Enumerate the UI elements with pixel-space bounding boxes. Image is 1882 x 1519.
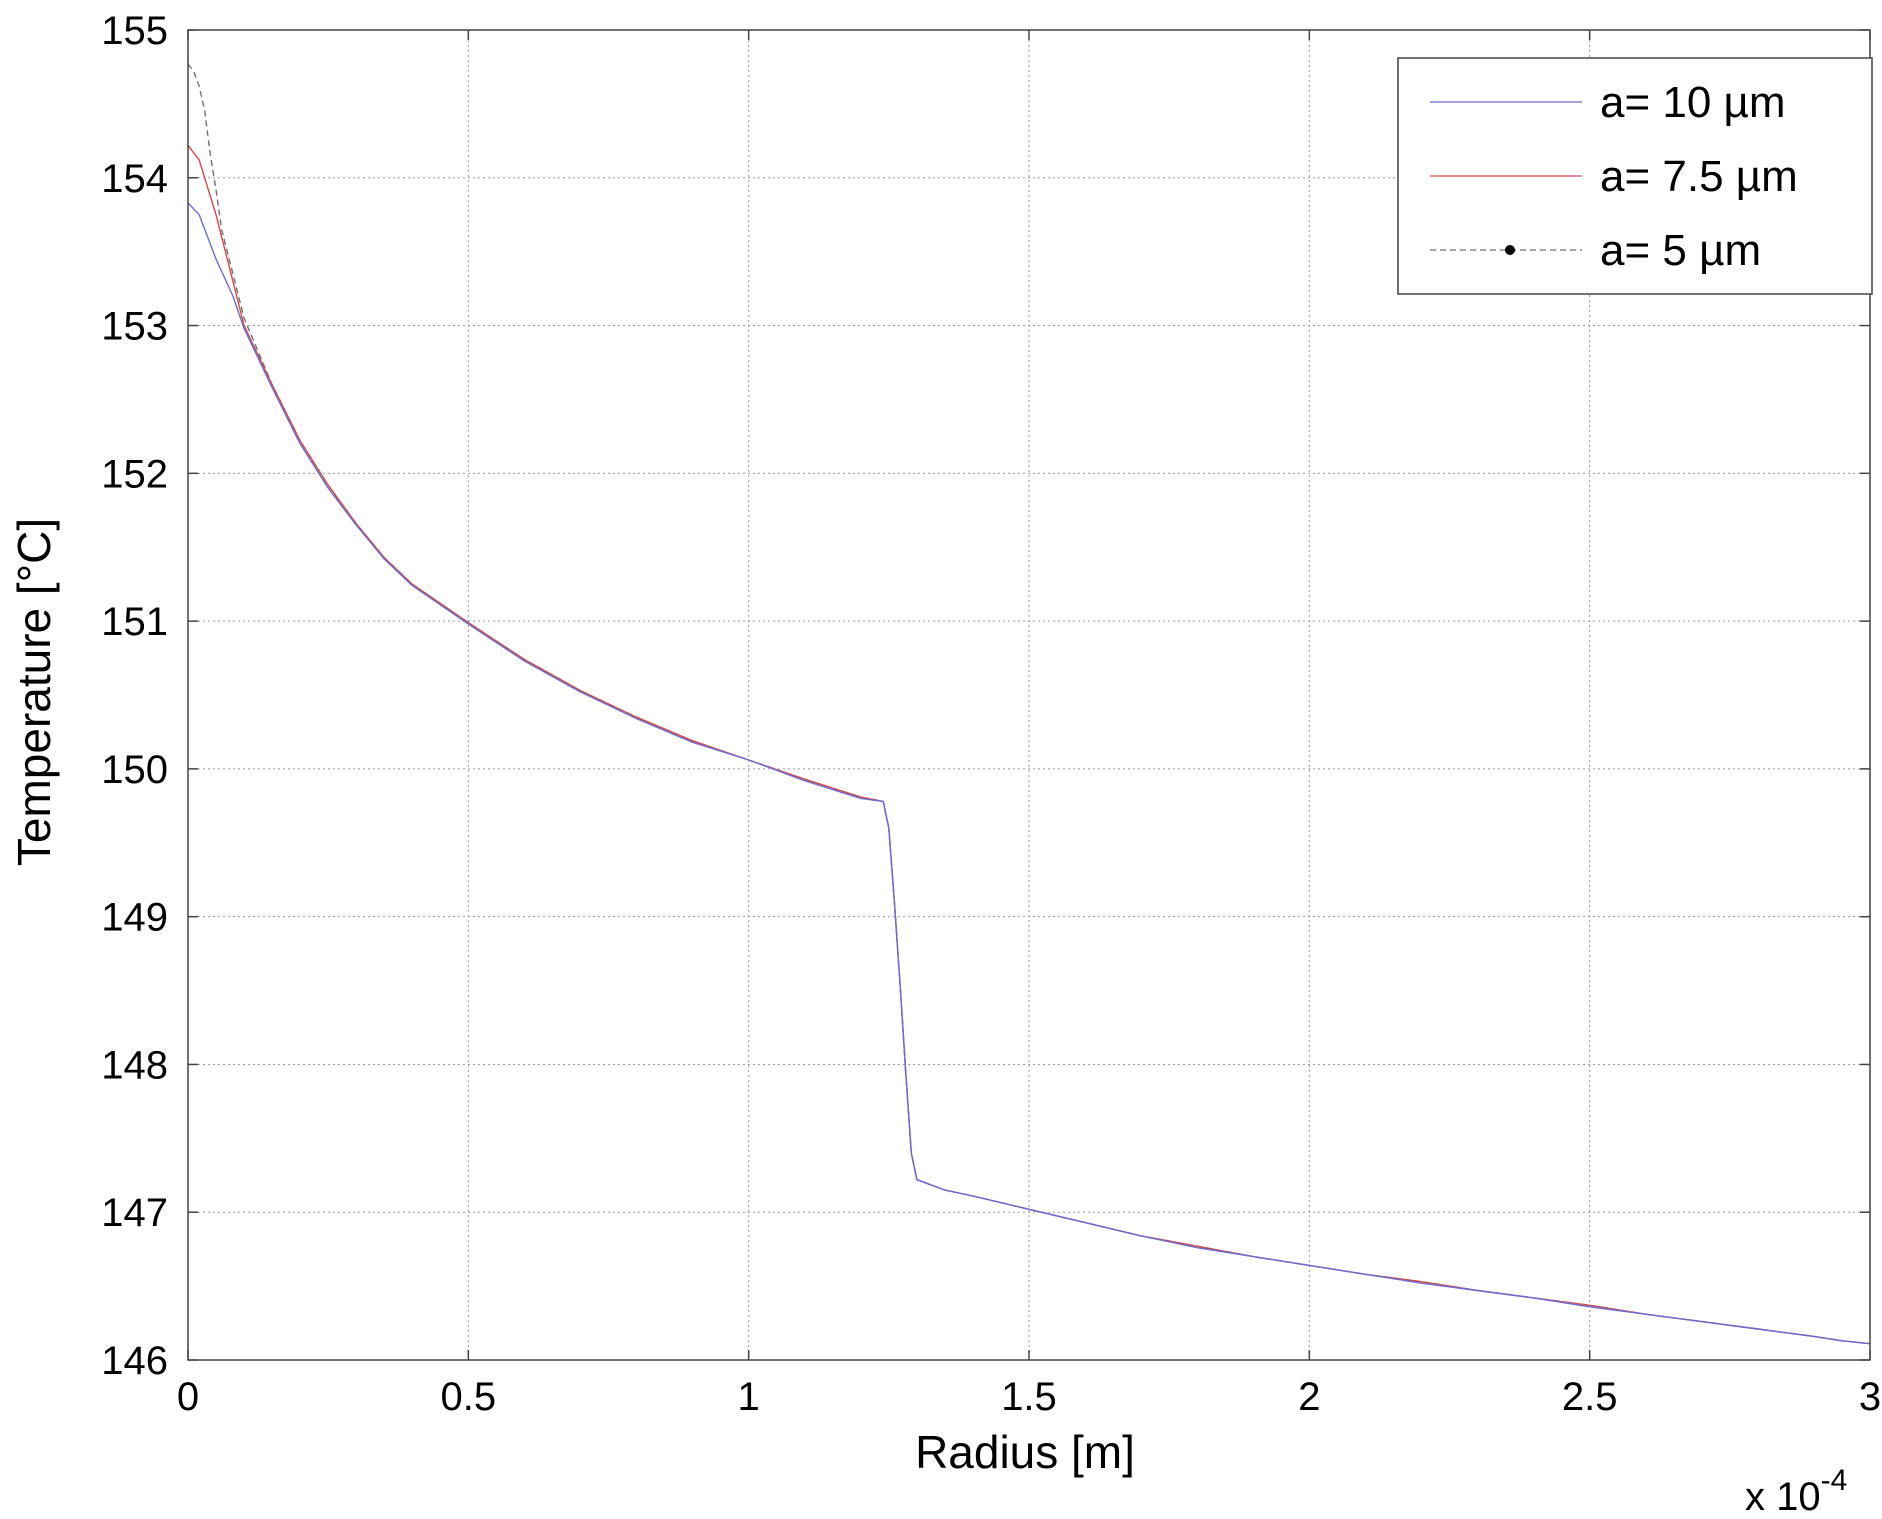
x-tick-label: 1.5	[1001, 1375, 1057, 1419]
series-lines	[187, 63, 1871, 1345]
legend-label-5um: a= 5 µm	[1600, 226, 1761, 275]
y-tick-label: 150	[101, 748, 168, 792]
legend-label-10um: a= 10 µm	[1600, 78, 1786, 127]
x-axis-multiplier: x 10-4	[1745, 1464, 1847, 1519]
x-tick-label: 3	[1859, 1375, 1881, 1419]
legend-entry-5um: a= 5 µm	[1430, 226, 1761, 275]
y-tick-label: 151	[101, 600, 168, 644]
x-tick-label: 0	[177, 1375, 199, 1419]
y-tick-label: 147	[101, 1191, 168, 1235]
y-tick-label: 155	[101, 9, 168, 53]
x-multiplier-base: x 10	[1745, 1475, 1821, 1519]
y-tick-label: 148	[101, 1043, 168, 1087]
tick-labels: 0 0.5 1 1.5 2 2.5 3 146 147 148 149 150 151 152 153 154…	[101, 9, 1881, 1419]
x-tick-label: 2	[1298, 1375, 1320, 1419]
x-tick-label: 1	[738, 1375, 760, 1419]
y-tick-label: 152	[101, 452, 168, 496]
legend-entry-10um: a= 10 µm	[1430, 78, 1786, 127]
grid-lines	[188, 30, 1870, 1360]
legend: a= 10 µm a= 7.5 µm a= 5 µm	[1397, 57, 1873, 295]
x-multiplier-exponent: -4	[1821, 1464, 1848, 1497]
y-tick-label: 146	[101, 1339, 168, 1383]
y-axis-label: Temperature [°C]	[8, 518, 60, 866]
y-tick-label: 149	[101, 896, 168, 940]
axis-ticks	[187, 29, 1871, 1361]
series-line-0	[187, 202, 1871, 1345]
legend-label-7-5um: a= 7.5 µm	[1600, 152, 1798, 201]
y-tick-label: 154	[101, 157, 168, 201]
x-axis-label: Radius [m]	[915, 1426, 1135, 1478]
x-tick-label: 2.5	[1562, 1375, 1618, 1419]
x-tick-label: 0.5	[441, 1375, 497, 1419]
legend-marker-5um	[1505, 245, 1515, 255]
legend-entry-7-5um: a= 7.5 µm	[1430, 152, 1798, 201]
y-tick-label: 153	[101, 305, 168, 349]
